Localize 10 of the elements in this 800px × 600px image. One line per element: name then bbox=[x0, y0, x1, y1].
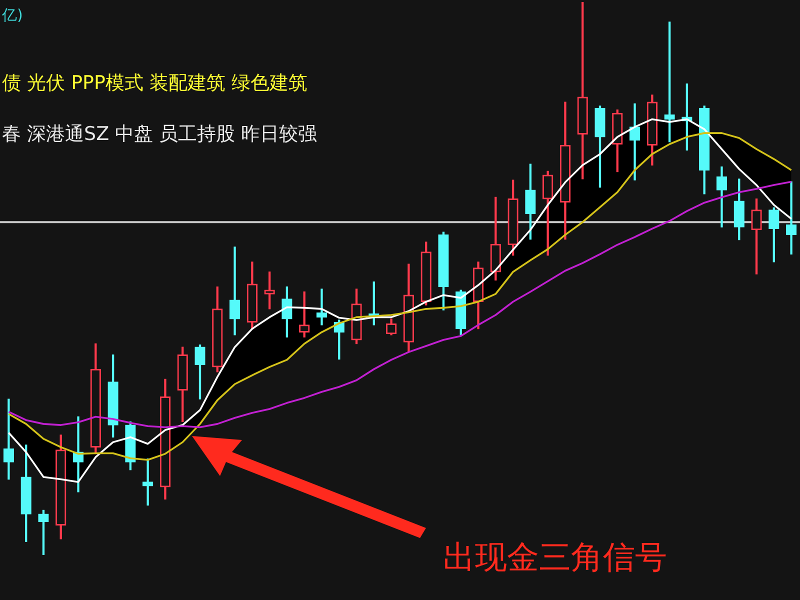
candlestick bbox=[3, 398, 14, 480]
candlestick bbox=[229, 246, 240, 336]
candlestick bbox=[142, 458, 154, 506]
annotation: 亿) bbox=[2, 6, 23, 25]
candlestick bbox=[316, 288, 328, 326]
candlestick bbox=[786, 181, 797, 254]
annotation: 春 深港通SZ 中盘 员工持股 昨日较强 bbox=[2, 122, 318, 147]
annotation: 出现金三角信号 bbox=[443, 537, 667, 578]
annotation: 债 光伏 PPP模式 装配建筑 绿色建筑 bbox=[2, 71, 308, 96]
candlestick bbox=[629, 103, 640, 180]
